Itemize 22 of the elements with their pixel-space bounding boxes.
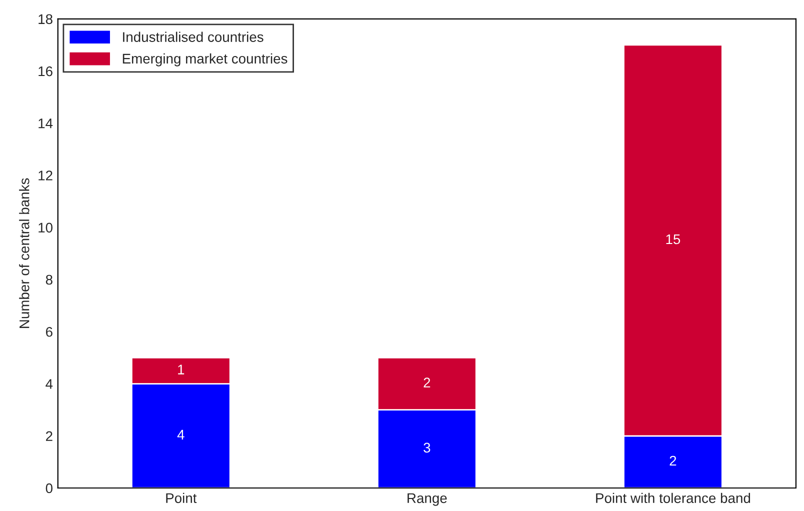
data-label: 3: [424, 442, 430, 453]
x-tick-label: Range: [408, 493, 447, 506]
y-tick-label: 10: [38, 222, 52, 233]
x-tick-label: Point: [166, 492, 197, 504]
y-tick-label: 2: [46, 431, 52, 441]
y-tick-label: 4: [46, 379, 53, 389]
legend-label: Emerging market countries: [122, 53, 288, 66]
data-label: 4: [177, 430, 184, 440]
legend-label: Industrialised countries: [123, 32, 264, 42]
data-label: 1: [178, 364, 184, 374]
y-tick-label: 14: [38, 118, 53, 128]
y-tick-label: 12: [38, 170, 52, 180]
data-label: 15: [666, 234, 680, 244]
y-tick-label: 6: [46, 326, 52, 337]
y-axis-title: Number of central banks: [19, 178, 30, 328]
y-tick-label: 18: [38, 14, 52, 24]
y-tick-label: 8: [46, 274, 52, 285]
y-tick-label: 16: [38, 66, 52, 76]
data-label: 2: [424, 378, 430, 388]
x-tick-label: Point with tolerance band: [596, 492, 750, 504]
data-label: 2: [670, 456, 676, 466]
y-tick-label: 0: [46, 483, 52, 494]
